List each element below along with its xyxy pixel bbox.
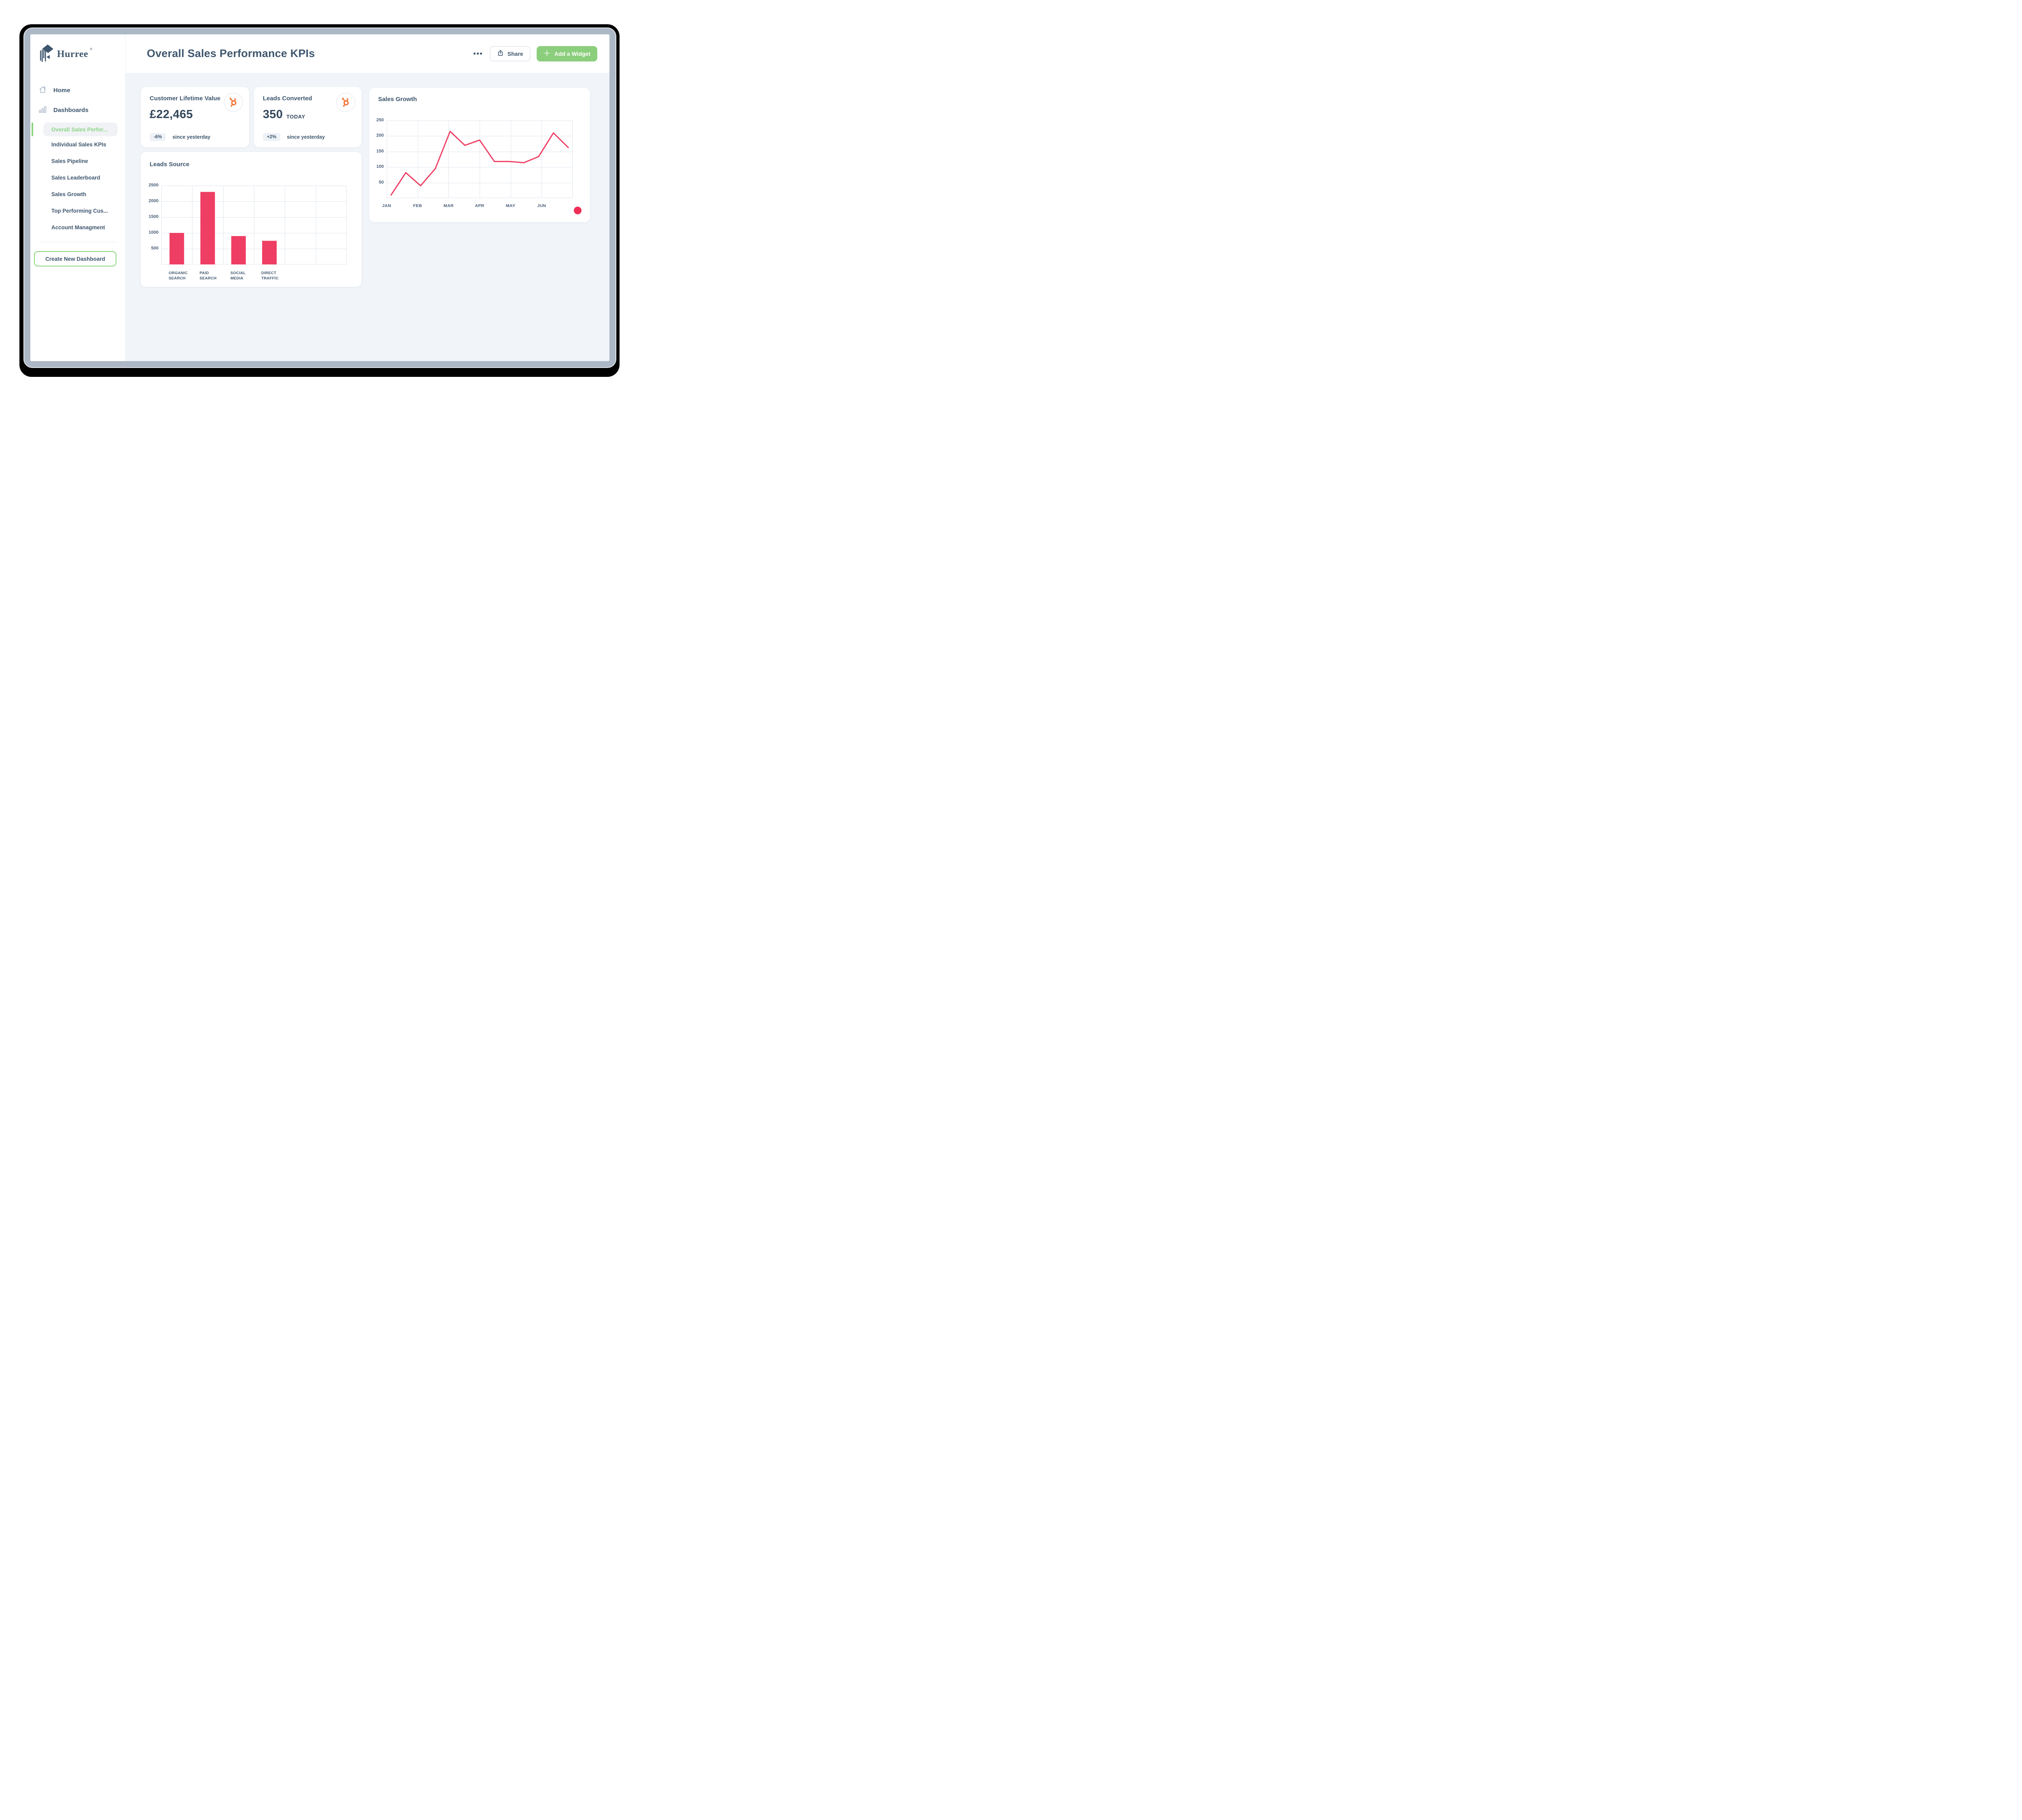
chart-title: Leads Source	[150, 161, 190, 168]
change-badge: -6%	[150, 133, 166, 141]
category-label: PAID SEARCH	[199, 271, 217, 281]
y-axis-label: 2500	[148, 183, 159, 188]
x-axis-label: FEB	[413, 203, 422, 208]
add-widget-button[interactable]: Add a Widget	[536, 46, 597, 61]
kpi-value: 350	[263, 108, 283, 121]
category-label: ORGANIC SEARCH	[169, 271, 188, 281]
share-button[interactable]: Share	[489, 46, 531, 61]
kpi-value-row: 350 TODAY	[263, 108, 353, 121]
line-series	[387, 120, 573, 198]
kpi-card-title: Leads Converted	[263, 95, 312, 102]
sidebar-subitem-label: Overall Sales Perfor...	[51, 126, 108, 133]
kpi-card-title: Customer Lifetime Value	[150, 95, 221, 102]
sidebar-subitem-account-managment[interactable]: Account Managment	[51, 224, 105, 230]
category-label: DIRECT TRAFFIC	[261, 271, 279, 281]
kpi-value: £22,465	[150, 108, 193, 121]
page-canvas: Hurree ® Home	[0, 0, 623, 381]
brand-logo: Hurree ®	[30, 43, 125, 64]
active-indicator	[32, 123, 33, 136]
chart-title: Sales Growth	[378, 96, 417, 103]
sidebar-item-home[interactable]: Home	[30, 80, 125, 100]
add-widget-button-label: Add a Widget	[554, 50, 590, 57]
sidebar-subitem-sales-growth[interactable]: Sales Growth	[51, 191, 87, 197]
app-screen: Hurree ® Home	[30, 34, 609, 361]
y-axis-label: 150	[376, 148, 384, 154]
kpi-card-customer-lifetime-value: Customer Lifetime Value	[140, 87, 250, 148]
y-axis-label: 1000	[148, 230, 159, 235]
chart-card-sales-growth: Sales Growth 50 100 150 200 250 JAN FEB MAR APR M…	[369, 87, 590, 222]
brand-wordmark: Hurree	[57, 49, 89, 59]
home-icon	[38, 85, 47, 95]
bar	[262, 241, 277, 264]
bar-series	[161, 186, 347, 264]
sidebar-nav: Home Dashboards	[30, 80, 125, 236]
y-axis-label: 2000	[148, 199, 159, 203]
sidebar-subitem-top-performing-cus[interactable]: Top Performing Cus...	[51, 208, 108, 214]
change-note: since yesterday	[172, 134, 211, 140]
sidebar-subitem-sales-pipeline[interactable]: Sales Pipeline	[51, 158, 88, 164]
change-badge: +2%	[263, 133, 281, 141]
sidebar-item-label: Dashboards	[53, 107, 89, 114]
content-area: Customer Lifetime Value	[126, 73, 609, 361]
more-options-button[interactable]	[472, 49, 484, 58]
x-axis-label: APR	[475, 203, 484, 208]
sidebar-subitem-individual-sales-kpis[interactable]: Individual Sales KPIs	[51, 142, 106, 148]
device-frame: Hurree ® Home	[19, 24, 620, 377]
change-note: since yesterday	[287, 134, 325, 140]
horizontal-ellipsis-icon	[474, 53, 476, 55]
bar	[200, 192, 215, 264]
create-new-dashboard-button[interactable]: Create New Dashboard	[34, 251, 116, 266]
sidebar: Hurree ® Home	[30, 34, 126, 361]
chart-card-leads-source: Leads Source 500 1000 1500 2000 2500 ORGANIC S…	[140, 152, 362, 287]
y-axis-label: 500	[151, 246, 159, 251]
sidebar-subitem-overall-sales-performance[interactable]: Overall Sales Perfor...	[32, 123, 118, 136]
kpi-value-suffix: TODAY	[286, 114, 305, 120]
sidebar-item-label: Home	[53, 87, 70, 94]
bar-chart-icon	[38, 105, 47, 115]
bar	[169, 233, 184, 264]
plus-icon	[544, 50, 550, 58]
device-bezel: Hurree ® Home	[23, 27, 616, 368]
bar	[231, 236, 246, 264]
sidebar-item-dashboards[interactable]: Dashboards	[30, 100, 125, 120]
y-axis-label: 1500	[148, 214, 159, 219]
y-axis-label: 100	[376, 164, 384, 169]
x-axis-label: JAN	[382, 203, 391, 208]
x-axis-label: MAR	[443, 203, 454, 208]
hurree-logo-icon	[38, 43, 54, 63]
dashboards-subnav: Overall Sales Perfor... Individual Sales…	[30, 123, 125, 236]
share-icon	[497, 49, 504, 58]
hubspot-sprocket-icon	[336, 93, 355, 112]
top-actions: Share Add a Widget	[472, 46, 597, 61]
kpi-card-leads-converted: Leads Converted	[254, 87, 362, 148]
y-axis-label: 50	[379, 180, 384, 185]
sidebar-subitem-sales-leaderboard[interactable]: Sales Leaderboard	[51, 175, 100, 181]
category-label: SOCIAL MEDIA	[230, 271, 246, 281]
page-title: Overall Sales Performance KPIs	[147, 47, 315, 59]
y-axis-label: 200	[376, 133, 384, 138]
kpi-footer: +2% since yesterday	[263, 133, 325, 141]
y-axis-label: 250	[376, 118, 384, 123]
hubspot-sprocket-icon	[224, 93, 243, 112]
main-area: Overall Sales Performance KPIs	[126, 34, 609, 361]
registered-mark: ®	[90, 47, 93, 51]
kpi-footer: -6% since yesterday	[150, 133, 210, 141]
accent-dot	[574, 207, 582, 214]
x-axis-label: MAY	[506, 203, 516, 208]
x-axis-label: JUN	[537, 203, 546, 208]
share-button-label: Share	[507, 50, 523, 57]
top-bar: Overall Sales Performance KPIs	[126, 34, 609, 73]
